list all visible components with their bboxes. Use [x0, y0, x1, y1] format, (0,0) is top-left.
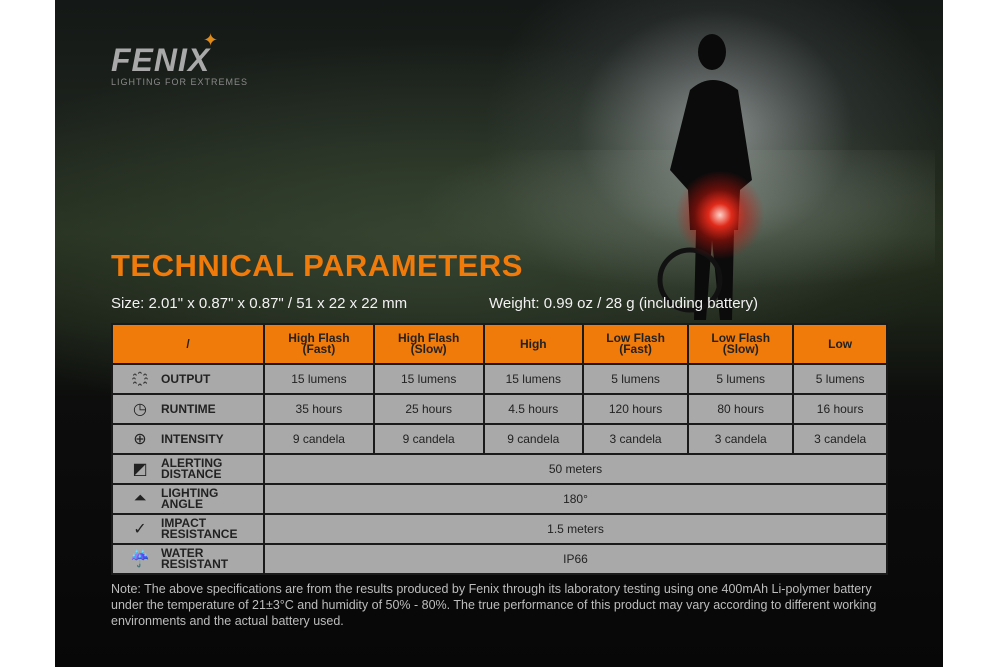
value-cell: 80 hours	[687, 393, 795, 425]
mode-header: Low Flash (Slow)	[687, 323, 795, 365]
table-row: ◩ ALERTING DISTANCE 50 meters	[111, 453, 888, 485]
table-row: ✓ IMPACT RESISTANCE 1.5 meters	[111, 513, 888, 545]
mode-header-line: (Slow)	[722, 342, 759, 356]
value-cell: 3 candela	[792, 423, 888, 455]
value-cell: 1.5 meters	[263, 513, 888, 545]
mode-header: High	[482, 323, 585, 365]
value-cell: 15 lumens	[263, 363, 375, 395]
row-label: ◩ ALERTING DISTANCE	[111, 453, 265, 485]
table-row: ☔ WATER RESISTANT IP66	[111, 543, 888, 575]
value-cell: 16 hours	[792, 393, 888, 425]
mode-header-line: (Fast)	[302, 342, 336, 356]
footnote: Note: The above specifications are from …	[111, 582, 877, 628]
output-burst-icon: ҈	[127, 370, 153, 388]
mode-header-line: (Slow)	[410, 342, 447, 356]
row-label: ◷ RUNTIME	[111, 393, 265, 425]
mode-header-line: Low	[828, 336, 853, 351]
row-label: ☔ WATER RESISTANT	[111, 543, 265, 575]
header-row: / High Flash (Fast) High Flash (Slow) High Lo…	[111, 323, 888, 365]
label-line: RESISTANT	[161, 557, 229, 571]
logo-tagline: LIGHTING FOR EXTREMES	[111, 77, 249, 87]
value-cell: IP66	[263, 543, 888, 575]
label-line: RESISTANCE	[161, 527, 238, 541]
label-line: RUNTIME	[161, 401, 216, 416]
red-taillight-glow	[675, 170, 765, 260]
mode-header-line: High Flash	[398, 331, 460, 345]
spec-table: / High Flash (Fast) High Flash (Slow) High Lo…	[111, 323, 888, 575]
value-cell: 25 hours	[372, 393, 485, 425]
row-label-text: ALERTING DISTANCE	[161, 456, 223, 481]
label-line: WATER	[161, 546, 204, 560]
distance-icon: ◩	[132, 461, 148, 478]
angle-icon: ⏶	[133, 490, 147, 507]
row-label: ⊕ INTENSITY	[111, 423, 265, 455]
mode-header: Low Flash (Fast)	[581, 323, 690, 365]
value-cell: 9 candela	[482, 423, 585, 455]
value-cell: 35 hours	[263, 393, 375, 425]
target-icon: ⊕	[133, 431, 147, 448]
impact-icon: ✓	[133, 521, 147, 538]
mode-header-line: High Flash	[288, 331, 350, 345]
label-line: INTENSITY	[161, 431, 224, 446]
table-row: ◷ RUNTIME 35 hours 25 hours 4.5 hours 120 hou…	[111, 393, 888, 425]
fenix-logo: ✦ FENIX LIGHTING FOR EXTREMES	[111, 30, 249, 87]
mode-header-line: Low Flash	[606, 331, 665, 345]
label-line: DISTANCE	[161, 467, 222, 481]
row-label-text: IMPACT RESISTANCE	[161, 516, 238, 541]
size-spec: Size: 2.01" x 0.87" x 0.87" / 51 x 22 x …	[111, 295, 408, 312]
mode-header: High Flash (Fast)	[263, 323, 375, 365]
water-icon: ☔	[130, 551, 150, 568]
product-banner: ✦ FENIX LIGHTING FOR EXTREMES TECHNICAL …	[55, 0, 943, 667]
value-cell: 9 candela	[372, 423, 485, 455]
value-cell: 50 meters	[263, 453, 888, 485]
corner-cell: /	[111, 323, 265, 365]
row-label: ҈ OUTPUT	[111, 363, 265, 395]
row-label-text: WATER RESISTANT	[161, 546, 229, 571]
mode-header-line: High	[519, 336, 547, 351]
star-icon: ✦	[203, 30, 219, 50]
value-cell: 5 lumens	[687, 363, 795, 395]
mode-header: High Flash (Slow)	[372, 323, 485, 365]
row-label: ⏶ LIGHTING ANGLE	[111, 483, 265, 515]
value-cell: 120 hours	[581, 393, 690, 425]
value-cell: 5 lumens	[792, 363, 888, 395]
logo-name: FENIX	[111, 42, 211, 78]
label-line: LIGHTING	[161, 486, 219, 500]
clock-icon: ◷	[133, 401, 147, 418]
row-label-text: LIGHTING ANGLE	[161, 486, 219, 511]
value-cell: 15 lumens	[372, 363, 485, 395]
value-cell: 3 candela	[687, 423, 795, 455]
label-line: ANGLE	[161, 497, 203, 511]
page-title: TECHNICAL PARAMETERS	[111, 248, 523, 283]
value-cell: 180°	[263, 483, 888, 515]
value-cell: 15 lumens	[482, 363, 585, 395]
weight-spec: Weight: 0.99 oz / 28 g (including batter…	[489, 295, 759, 312]
row-label-text: INTENSITY	[161, 431, 224, 446]
mode-header-line: Low Flash	[711, 331, 771, 345]
value-cell: 4.5 hours	[482, 393, 585, 425]
row-label-text: RUNTIME	[161, 401, 216, 416]
label-line: OUTPUT	[161, 371, 211, 386]
row-label: ✓ IMPACT RESISTANCE	[111, 513, 265, 545]
row-label-text: OUTPUT	[161, 371, 211, 386]
label-line: ALERTING	[161, 456, 223, 470]
label-line: IMPACT	[161, 516, 207, 530]
mode-header: Low	[792, 323, 888, 365]
value-cell: 3 candela	[581, 423, 690, 455]
mode-header-line: (Fast)	[619, 342, 652, 356]
table-row: ⊕ INTENSITY 9 candela 9 candela 9 candela 3 c…	[111, 423, 888, 455]
value-cell: 9 candela	[263, 423, 375, 455]
table-row: ⏶ LIGHTING ANGLE 180°	[111, 483, 888, 515]
value-cell: 5 lumens	[581, 363, 690, 395]
